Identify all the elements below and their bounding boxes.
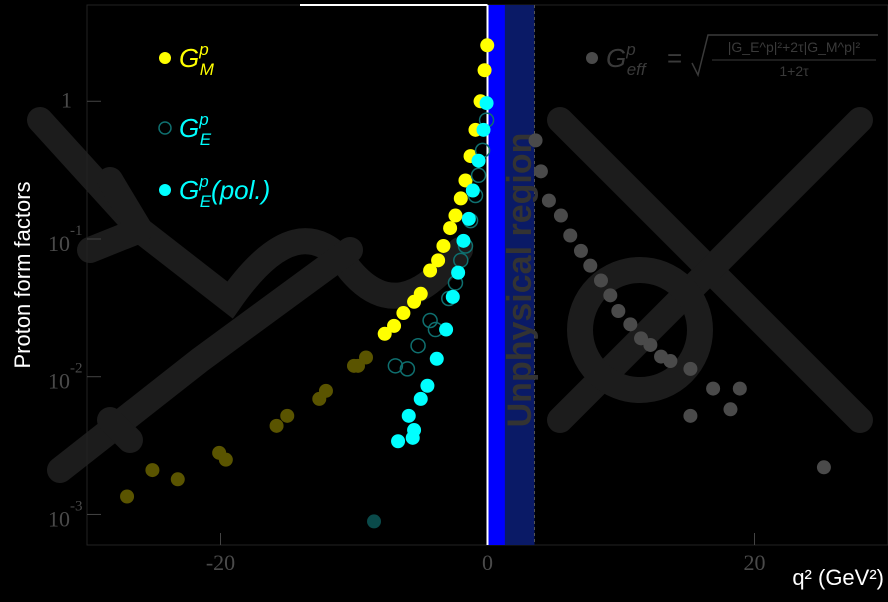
data-point	[706, 382, 720, 396]
y-tick-exponent: -3	[70, 498, 83, 514]
data-point	[280, 409, 294, 423]
data-point	[683, 362, 697, 376]
data-point	[472, 154, 486, 168]
data-point	[466, 183, 480, 197]
data-point	[446, 290, 460, 304]
chart: Proton form factors q² (GeV²) Unphysical…	[0, 0, 888, 602]
data-point	[414, 287, 428, 301]
data-point	[663, 354, 677, 368]
data-point	[414, 392, 428, 406]
data-point	[817, 460, 831, 474]
data-point	[476, 123, 490, 137]
data-point	[387, 319, 401, 333]
legend-sup: p	[198, 40, 208, 59]
data-point	[611, 304, 625, 318]
unphysical-label: Unphysical region	[501, 133, 539, 428]
data-point	[411, 339, 425, 353]
data-point	[219, 453, 233, 467]
data-point	[472, 168, 486, 182]
y-tick-base: 10	[48, 231, 70, 256]
legend-base: G	[179, 43, 199, 73]
data-point	[120, 489, 134, 503]
data-point	[359, 350, 373, 364]
data-point	[733, 382, 747, 396]
data-point	[454, 191, 468, 205]
data-point	[451, 266, 465, 280]
data-point	[563, 229, 577, 243]
legend-marker	[159, 52, 171, 64]
legend-sub: E	[200, 192, 212, 211]
data-point	[583, 259, 597, 273]
data-point	[270, 419, 284, 433]
legend-base: G	[179, 113, 199, 143]
data-point	[478, 63, 492, 77]
legend-sup: p	[625, 40, 635, 59]
data-point	[623, 317, 637, 331]
data-point	[643, 338, 657, 352]
data-point	[391, 434, 405, 448]
legend-sup: p	[198, 172, 208, 191]
data-point	[542, 194, 556, 208]
data-point	[430, 352, 444, 366]
legend-base: G	[179, 175, 199, 205]
data-point	[480, 38, 494, 52]
data-point	[723, 402, 737, 416]
legend-sub: eff	[627, 60, 648, 79]
data-point	[683, 409, 697, 423]
legend-base: G	[606, 43, 626, 73]
data-point	[529, 133, 543, 147]
data-point	[480, 96, 494, 110]
y-tick-base: 10	[48, 369, 70, 394]
legend-numerator: |G_E^p|²+2τ|G_M^p|²	[728, 39, 861, 55]
legend-sub: E	[200, 130, 212, 149]
data-point	[145, 463, 159, 477]
data-point	[402, 409, 416, 423]
data-point	[171, 472, 185, 486]
legend-marker	[159, 184, 171, 196]
data-point	[448, 209, 462, 223]
data-point	[396, 306, 410, 320]
data-point	[603, 288, 617, 302]
x-tick-label: -20	[206, 550, 235, 575]
y-tick-label: 1	[61, 87, 72, 112]
data-point	[594, 273, 608, 287]
data-point	[534, 164, 548, 178]
legend-marker	[159, 122, 171, 134]
legend-equals: =	[667, 43, 682, 73]
y-tick-exponent: -1	[70, 223, 83, 239]
legend-denominator: 1+2τ	[779, 63, 809, 79]
legend-sup: p	[198, 110, 208, 129]
y-tick-label: 10-2	[48, 361, 83, 394]
data-point	[436, 239, 450, 253]
data-point	[431, 253, 445, 267]
data-point	[439, 323, 453, 337]
data-point	[456, 234, 470, 248]
legend-suffix: (pol.)	[211, 175, 270, 205]
x-tick-label: 20	[744, 550, 766, 575]
y-tick-label: 10-3	[48, 498, 83, 531]
x-tick-label: 0	[482, 550, 493, 575]
y-tick-exponent: -2	[70, 361, 83, 377]
page: Proton form factors q² (GeV²) Unphysical…	[0, 0, 888, 602]
legend-marker	[586, 52, 598, 64]
data-point	[319, 384, 333, 398]
data-point	[420, 379, 434, 393]
data-point	[554, 209, 568, 223]
data-point	[574, 244, 588, 258]
legend-sub: M	[200, 60, 215, 79]
x-axis-label: q² (GeV²)	[792, 565, 884, 590]
data-point	[407, 423, 421, 437]
data-point	[367, 514, 381, 528]
y-tick-base: 10	[48, 506, 70, 531]
data-point	[462, 212, 476, 226]
data-point	[443, 221, 457, 235]
y-axis-label: Proton form factors	[10, 181, 35, 368]
